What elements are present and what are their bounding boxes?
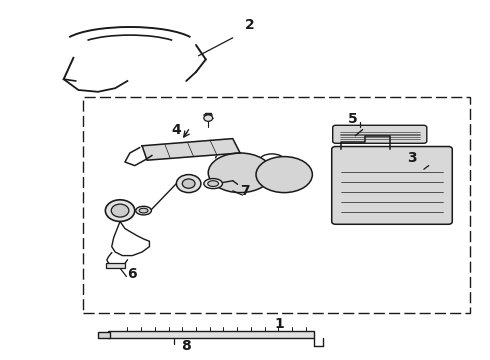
Circle shape xyxy=(182,179,195,188)
FancyBboxPatch shape xyxy=(333,125,427,143)
Polygon shape xyxy=(142,139,240,160)
Circle shape xyxy=(105,200,135,221)
Ellipse shape xyxy=(256,157,313,193)
Ellipse shape xyxy=(204,179,222,189)
Bar xyxy=(106,263,125,268)
Text: 7: 7 xyxy=(240,184,250,198)
FancyBboxPatch shape xyxy=(332,147,452,224)
Text: 1: 1 xyxy=(274,317,284,331)
Text: 5: 5 xyxy=(348,112,358,126)
Circle shape xyxy=(176,175,201,193)
Circle shape xyxy=(111,204,129,217)
Bar xyxy=(83,97,470,313)
Circle shape xyxy=(204,115,213,121)
Text: 6: 6 xyxy=(127,267,137,280)
Ellipse shape xyxy=(208,153,272,193)
Text: 2: 2 xyxy=(245,18,255,32)
Ellipse shape xyxy=(208,181,219,186)
Bar xyxy=(108,331,314,338)
Text: 4: 4 xyxy=(172,123,181,136)
Ellipse shape xyxy=(136,206,151,215)
Text: 8: 8 xyxy=(181,339,191,352)
Bar xyxy=(98,332,110,338)
Ellipse shape xyxy=(139,208,148,213)
Text: 3: 3 xyxy=(407,152,416,165)
